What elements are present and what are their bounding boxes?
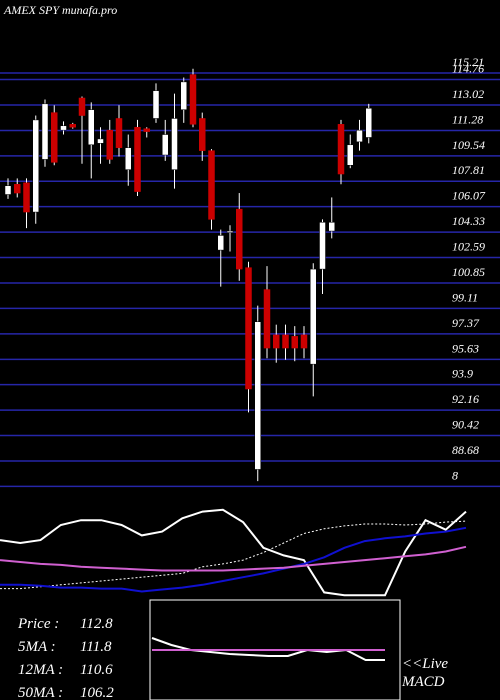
- candle-body: [356, 129, 363, 143]
- chart-title: AMEX SPY munafa.pro: [3, 3, 117, 17]
- y-tick-label: 102.59: [452, 240, 485, 254]
- y-tick-label: 90.42: [452, 418, 479, 432]
- candle-body: [245, 267, 252, 390]
- stat-value: 112.8: [80, 616, 113, 632]
- candle-body: [152, 90, 160, 119]
- y-tick-label: 114.76: [452, 62, 484, 76]
- candle-body: [97, 138, 104, 144]
- stat-label: 12MA :: [18, 662, 63, 678]
- indicator-line: [0, 508, 467, 597]
- y-tick-label: 104.33: [452, 214, 485, 228]
- candle-body: [125, 147, 132, 170]
- stat-value: 110.6: [80, 662, 113, 678]
- candle-body: [236, 208, 243, 270]
- candle-body: [328, 222, 335, 232]
- stat-label: 5MA :: [18, 639, 56, 655]
- candle-body: [78, 97, 86, 116]
- candle-body: [263, 289, 271, 349]
- stat-value: 111.8: [80, 639, 112, 655]
- candle-body: [162, 134, 169, 156]
- stat-label: Price :: [17, 616, 59, 632]
- candle-body: [32, 119, 39, 213]
- candle-layer: [4, 68, 372, 482]
- y-tick-label: 88.68: [452, 443, 479, 457]
- live-label: <<Live: [402, 656, 448, 672]
- candle-body: [69, 124, 76, 128]
- y-tick-label: 107.81: [452, 163, 485, 177]
- candle-body: [282, 334, 289, 349]
- candle-body: [273, 334, 280, 349]
- y-tick-label: 95.63: [452, 341, 479, 355]
- y-tick-label: 99.11: [452, 290, 478, 304]
- candle-body: [106, 129, 113, 160]
- candle-body: [14, 184, 21, 194]
- candle-body: [365, 107, 372, 138]
- candle-body: [189, 74, 197, 125]
- y-tick-label: 115.21: [452, 55, 484, 69]
- indicator-layer: [0, 508, 467, 597]
- candle-body: [88, 109, 95, 146]
- macd-label: MACD: [401, 674, 445, 690]
- candle-body: [60, 125, 67, 131]
- indicator-line: [0, 526, 467, 593]
- stat-value: 106.2: [80, 685, 114, 700]
- y-tick-label: 97.37: [452, 316, 480, 330]
- candle-body: [143, 128, 150, 132]
- candle-body: [347, 144, 354, 166]
- y-tick-label: 92.16: [452, 392, 479, 406]
- stats: Price : 112.8 5MA : 111.8 12MA : 110.6 50MA : 1…: [17, 616, 114, 700]
- candle-body: [134, 126, 141, 192]
- candle-body: [254, 321, 261, 470]
- stat-label: 50MA :: [18, 685, 63, 700]
- y-tick-label: 109.54: [452, 138, 485, 152]
- candle-body: [4, 185, 12, 195]
- indicator-line: [0, 520, 467, 590]
- candle-body: [23, 182, 30, 213]
- candle-body: [337, 124, 345, 175]
- candle-body: [41, 103, 49, 160]
- y-tick-label: 8: [452, 468, 458, 482]
- candle-body: [208, 150, 215, 220]
- candle-body: [300, 334, 308, 349]
- candle-body: [217, 235, 224, 251]
- y-tick-label: 111.28: [452, 112, 483, 126]
- indicator-line: [0, 545, 467, 572]
- candle-body: [51, 112, 58, 163]
- y-tick-label: 113.02: [452, 87, 484, 101]
- y-tick-label: 106.07: [452, 189, 486, 203]
- candle-body: [180, 81, 187, 110]
- candle-body: [319, 222, 326, 270]
- y-tick-label: 100.85: [452, 265, 485, 279]
- candle-body: [226, 230, 234, 233]
- candle-body: [171, 118, 178, 170]
- candle-body: [199, 118, 206, 151]
- candle-body: [291, 336, 298, 349]
- candle-body: [115, 118, 123, 148]
- y-tick-label: 93.9: [452, 367, 473, 381]
- macd-layer: [151, 637, 385, 661]
- candle-body: [310, 268, 317, 365]
